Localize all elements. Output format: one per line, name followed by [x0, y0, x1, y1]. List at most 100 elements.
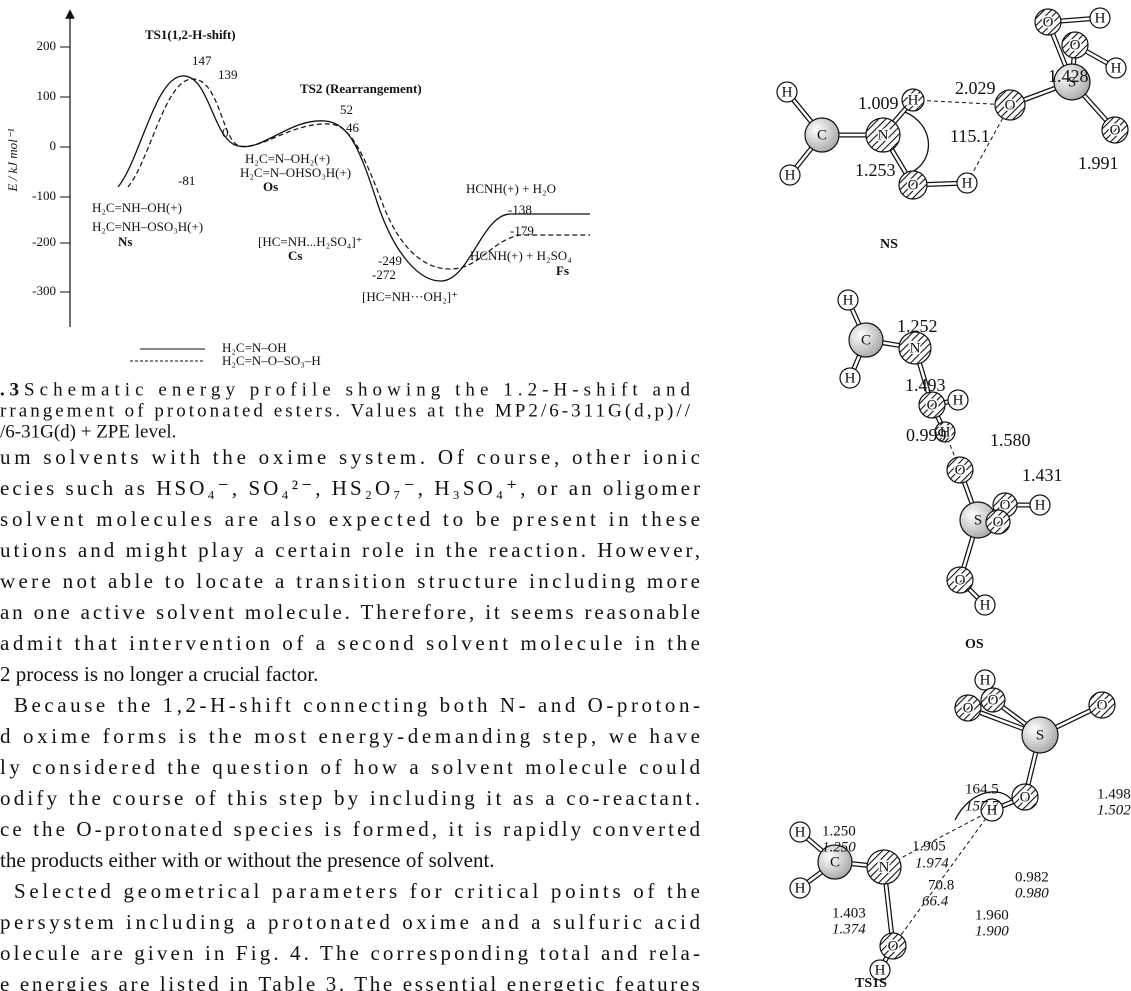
body-line: odify the course of this step by includi…	[0, 786, 700, 810]
geometry-parameter: 0.982	[1015, 869, 1049, 885]
content: 2001000-100-200-300TS1(1,2-H-shift)14713…	[0, 8, 1131, 991]
diagram-label: H₂C=N–OHSO₃H(+)	[240, 165, 351, 180]
atom-label: O	[963, 700, 974, 716]
geometry-parameter: 1.374	[832, 921, 866, 937]
diagram-label: [HC=NH···OH₂]⁺	[362, 289, 458, 304]
structure-name: OS	[965, 637, 984, 652]
geometry-parameter: 1.580	[990, 430, 1031, 450]
diagram-label: Fs	[556, 263, 569, 278]
diagram-label: 52	[340, 102, 353, 117]
y-axis-label: E / kJ mol⁻¹	[5, 128, 20, 192]
geometry-parameter: 70.8	[928, 877, 954, 893]
atom-label: S	[1036, 727, 1044, 743]
atom-label: H	[1095, 10, 1106, 26]
atom-label: O	[955, 462, 966, 478]
body-line: persystem including a protonated oxime a…	[0, 910, 700, 934]
atom-label: O	[1020, 789, 1031, 805]
diagram-label: HCNH(+) + H₂SO₄	[470, 248, 572, 263]
body-line: 2 process is no longer a crucial factor.	[0, 662, 318, 686]
diagram-label: H₂C=N–OH₂(+)	[245, 151, 330, 166]
body-line: Because the 1,2-H-shift connecting both …	[14, 693, 700, 717]
atom-label: H	[782, 84, 793, 100]
caption-label: . 3	[0, 379, 19, 400]
body-line: d oxime forms is the most energy-demandi…	[0, 724, 700, 748]
geometry-parameter: 1.498	[1097, 786, 1131, 802]
atom-label: C	[861, 332, 871, 348]
body-line: admit that intervention of a second solv…	[0, 631, 700, 655]
body-line: were not able to locate a transition str…	[0, 569, 700, 593]
legend-label: H₂C=N–O–SO₃–H	[222, 353, 321, 368]
geometry-parameter: 1.502	[1097, 802, 1131, 818]
geometry-parameter: 1.991	[1078, 153, 1119, 173]
body-line: utions and might play a certain role in …	[0, 538, 700, 562]
atom-label: C	[817, 127, 827, 143]
atom-label: O	[1110, 122, 1121, 138]
body-line: e energies are listed in Table 3. The es…	[0, 972, 700, 991]
geometry-parameter: 1.250	[822, 839, 856, 855]
y-tick-label: 200	[37, 38, 57, 53]
structure: HCHNHOHOSOHOHO1.0092.0291.428115.11.2531…	[777, 8, 1128, 252]
diagram-label: Ns	[118, 234, 132, 249]
geometry-parameter: 1.252	[897, 316, 938, 336]
atom-label: N	[910, 340, 921, 356]
atom-label: O	[1097, 697, 1108, 713]
atom-label: O	[1005, 97, 1016, 113]
atom-label: H	[980, 672, 991, 688]
diagram-label: H₂C=NH–OH(+)	[92, 200, 182, 215]
atom-label: O	[888, 938, 899, 954]
diagram-label: Os	[263, 179, 278, 194]
diagram-label: -272	[372, 267, 396, 282]
geometry-parameter: 1.253	[855, 160, 896, 180]
diagram-label: 46	[346, 120, 360, 135]
atom-label: O	[955, 572, 966, 588]
geometry-parameter: 1.493	[905, 375, 946, 395]
body-line: ecies such as HSO₄⁻, SO₄²⁻, HS₂O₇⁻, H₃SO…	[0, 476, 700, 500]
geometry-parameter: 1.431	[1022, 465, 1063, 485]
diagram-label: 0	[222, 125, 229, 140]
geometry-parameter: 0.999	[906, 425, 947, 445]
geometry-parameter: 1.009	[858, 93, 899, 113]
geometry-parameter: 164.5	[965, 781, 999, 797]
geometry-parameter: 1.428	[1048, 66, 1089, 86]
diagram-label: 147	[192, 53, 212, 68]
y-tick-label: 0	[50, 138, 57, 153]
atom-label: S	[974, 512, 982, 528]
diagram-label: TS1(1,2-H-shift)	[145, 27, 236, 42]
geometry-parameter: 0.980	[1015, 885, 1049, 901]
structure-name: TS1S	[855, 976, 887, 991]
diagram-label: HCNH(+) + H₂O	[466, 181, 556, 196]
body-line: an one active solvent molecule. Therefor…	[0, 600, 700, 624]
structure-name: NS	[880, 237, 898, 252]
geometry-parameter: 2.029	[955, 78, 996, 98]
y-tick-label: -100	[32, 188, 56, 203]
atom-label: H	[785, 167, 796, 183]
body-line: Selected geometrical parameters for crit…	[14, 879, 700, 903]
angle-arrow	[905, 112, 928, 172]
page: E / kJ mol⁻¹ H₂C=N–OH H₂C=N–O–SO₃–H . 3 …	[0, 0, 1131, 991]
atom-label: N	[878, 127, 889, 143]
atom-label: H	[795, 824, 806, 840]
atom-label: C	[830, 854, 840, 870]
y-tick-label: -200	[32, 234, 56, 249]
diagram-label: -179	[510, 223, 534, 238]
geometry-parameter: 157.7	[965, 798, 1000, 814]
diagram-label: -81	[178, 173, 195, 188]
atom-label: H	[1111, 60, 1122, 76]
atom-label: H	[843, 292, 854, 308]
body-line: ce the O-protonated species is formed, i…	[0, 817, 700, 841]
diagram-label: [HC=NH...H₂SO₄]⁺	[258, 234, 363, 249]
geometry-parameter: 1.900	[975, 923, 1009, 939]
caption-line: /6-31G(d) + ZPE level.	[0, 421, 176, 442]
geometry-parameter: 1.960	[975, 907, 1009, 923]
geometry-parameter: 1.974	[915, 855, 949, 871]
geometry-parameter: 66.4	[922, 893, 949, 909]
atom-label: H	[953, 392, 964, 408]
caption-line: rrangement of protonated esters. Values …	[0, 400, 691, 421]
geometry-parameter: 115.1	[950, 126, 990, 146]
atom-label: O	[908, 177, 919, 193]
diagram-label: -138	[508, 202, 532, 217]
caption-line: Schematic energy profile showing the 1.2…	[24, 379, 691, 400]
geometry-parameter: 1.250	[822, 823, 856, 839]
geometry-parameter: 1.403	[832, 905, 866, 921]
